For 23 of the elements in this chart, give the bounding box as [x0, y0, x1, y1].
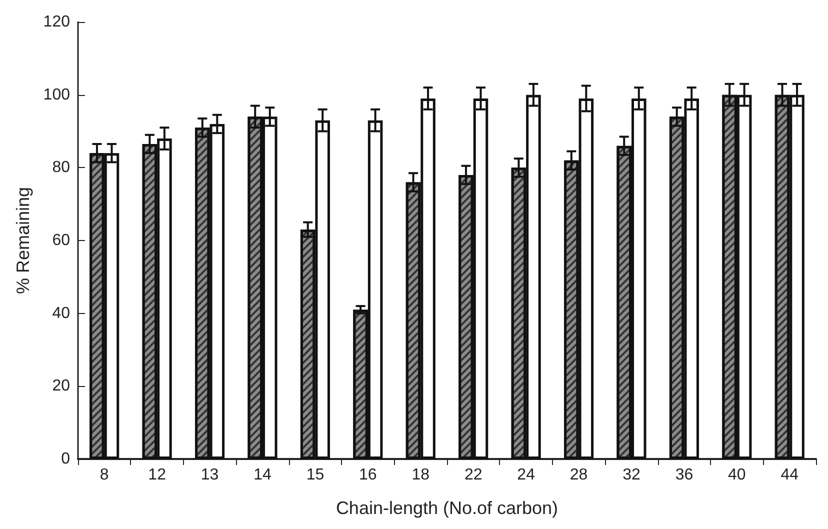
y-tick-label: 120 — [43, 14, 70, 30]
x-axis-title: Chain-length (No.of carbon) — [336, 498, 558, 518]
x-tick-label: 14 — [254, 466, 272, 484]
x-tick-label: 18 — [412, 466, 430, 484]
y-tick-label: 60 — [52, 232, 70, 249]
y-tick-label: 100 — [43, 86, 70, 104]
x-tick-label: 24 — [517, 466, 536, 484]
y-tick-label: 40 — [52, 304, 70, 322]
y-tick-label: 80 — [52, 159, 70, 176]
x-tick-label: 36 — [675, 466, 694, 484]
x-tick-label: 28 — [570, 466, 588, 484]
x-tick-label: 12 — [148, 466, 166, 484]
x-tick-label: 16 — [359, 466, 377, 484]
x-tick-label: 32 — [622, 466, 640, 484]
y-axis-title: % Remaining — [13, 186, 33, 294]
y-tick-label: 0 — [61, 450, 70, 468]
x-tick-label: 13 — [200, 466, 219, 484]
x-tick-label: 15 — [306, 466, 324, 484]
x-tick-label: 22 — [464, 466, 482, 484]
x-tick-label: 8 — [100, 466, 109, 484]
x-tick-label: 44 — [780, 466, 799, 484]
y-tick-label: 20 — [52, 378, 70, 395]
x-tick-label: 40 — [728, 466, 746, 484]
